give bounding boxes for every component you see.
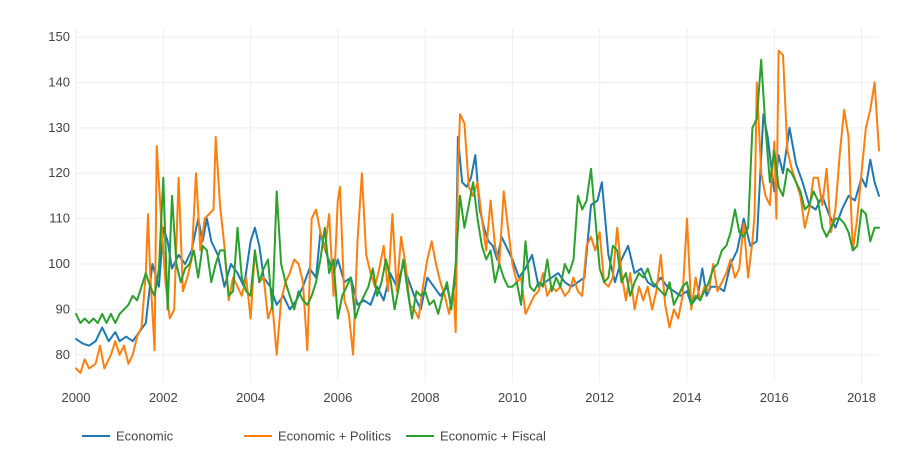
- legend-label: Economic + Fiscal: [440, 429, 546, 444]
- x-axis: 2000 2002 2004 2006 2008 2010 2012 2014 2016 2018: [62, 390, 876, 405]
- y-tick-label: 110: [49, 211, 70, 226]
- y-tick-label: 150: [48, 29, 70, 44]
- legend-item-economic[interactable]: Economic: [82, 429, 174, 444]
- x-tick-label: 2004: [236, 390, 265, 405]
- y-tick-label: 90: [56, 301, 70, 316]
- x-tick-label: 2002: [149, 390, 178, 405]
- series-line-economic-politics: [75, 49, 880, 374]
- series-line-economic-fiscal: [75, 58, 880, 324]
- x-tick-label: 2014: [673, 390, 702, 405]
- series-line-economic: [75, 113, 880, 347]
- y-axis: 80 90 100 110 120 130 140 150: [48, 29, 70, 362]
- x-tick-label: 2006: [323, 390, 352, 405]
- legend-item-economic-politics[interactable]: Economic + Politics: [244, 429, 392, 444]
- y-tick-label: 80: [56, 347, 70, 362]
- x-tick-label: 2018: [847, 390, 876, 405]
- legend-label: Economic: [116, 429, 174, 444]
- x-tick-label: 2010: [498, 390, 527, 405]
- plot-area: [75, 49, 880, 374]
- x-tick-label: 2000: [62, 390, 91, 405]
- x-tick-label: 2016: [760, 390, 789, 405]
- x-tick-label: 2008: [411, 390, 440, 405]
- y-tick-label: 100: [48, 256, 70, 271]
- legend-label: Economic + Politics: [278, 429, 392, 444]
- legend-item-economic-fiscal[interactable]: Economic + Fiscal: [406, 429, 546, 444]
- y-tick-label: 140: [48, 74, 70, 89]
- y-tick-label: 120: [48, 165, 70, 180]
- x-tick-label: 2012: [585, 390, 614, 405]
- y-tick-label: 130: [48, 120, 70, 135]
- legend: Economic Economic + Politics Economic + Fi…: [82, 429, 546, 444]
